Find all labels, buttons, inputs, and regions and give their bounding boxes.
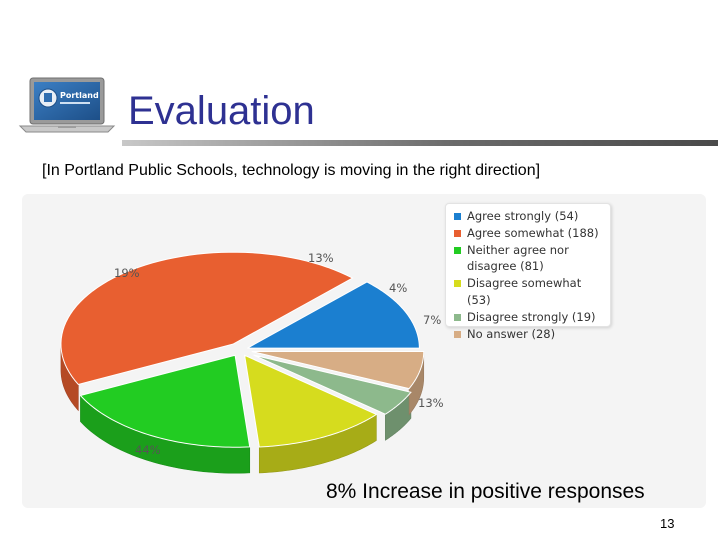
percent-label-1: 44% bbox=[135, 443, 161, 457]
portland-laptop-logo: Portland bbox=[18, 77, 116, 133]
page-number: 13 bbox=[660, 516, 675, 531]
legend-item-5: No answer (28) bbox=[454, 326, 604, 343]
legend-swatch bbox=[454, 213, 461, 220]
pie-slice-5 bbox=[251, 350, 425, 390]
pie-slice-3 bbox=[243, 354, 378, 448]
legend-item-1: Agree somewhat (188) bbox=[454, 225, 604, 242]
legend-item-0: Agree strongly (54) bbox=[454, 208, 604, 225]
legend-swatch bbox=[454, 280, 461, 288]
legend-label: No answer (28) bbox=[467, 326, 556, 341]
legend-label: Agree somewhat (188) bbox=[467, 225, 599, 240]
legend-label: Disagree somewhat (53) bbox=[467, 276, 582, 307]
title-underline bbox=[122, 140, 718, 146]
survey-question: [In Portland Public Schools, technology … bbox=[42, 162, 541, 179]
percent-label-3: 13% bbox=[308, 251, 334, 265]
legend-item-2: Neither agree nor disagree (81) bbox=[454, 242, 604, 276]
pie-slice-4 bbox=[253, 354, 412, 415]
percent-label-0: 13% bbox=[418, 396, 444, 410]
legend-swatch bbox=[454, 330, 461, 338]
pie-slice-0 bbox=[247, 281, 420, 349]
logo-text: Portland bbox=[60, 91, 99, 100]
legend-swatch bbox=[454, 313, 461, 321]
legend-item-3: Disagree somewhat (53) bbox=[454, 275, 604, 309]
pie-slice-1 bbox=[60, 251, 354, 386]
legend-label: Neither agree nor disagree (81) bbox=[467, 242, 569, 274]
pie-slice-2 bbox=[79, 354, 251, 448]
percent-label-4: 4% bbox=[389, 281, 407, 295]
legend-item-4: Disagree strongly (19) bbox=[454, 309, 604, 326]
percent-label-2: 19% bbox=[114, 266, 140, 280]
increase-note: 8% Increase in positive responses bbox=[326, 480, 645, 503]
chart-legend: Agree strongly (54) Agree somewhat (188) N… bbox=[445, 203, 611, 341]
legend-swatch bbox=[454, 246, 461, 254]
legend-label: Disagree strongly (19) bbox=[467, 309, 596, 324]
legend-swatch bbox=[454, 229, 461, 237]
percent-label-5: 7% bbox=[423, 313, 441, 327]
slide-title: Evaluation bbox=[128, 89, 315, 133]
legend-label: Agree strongly (54) bbox=[467, 209, 579, 223]
